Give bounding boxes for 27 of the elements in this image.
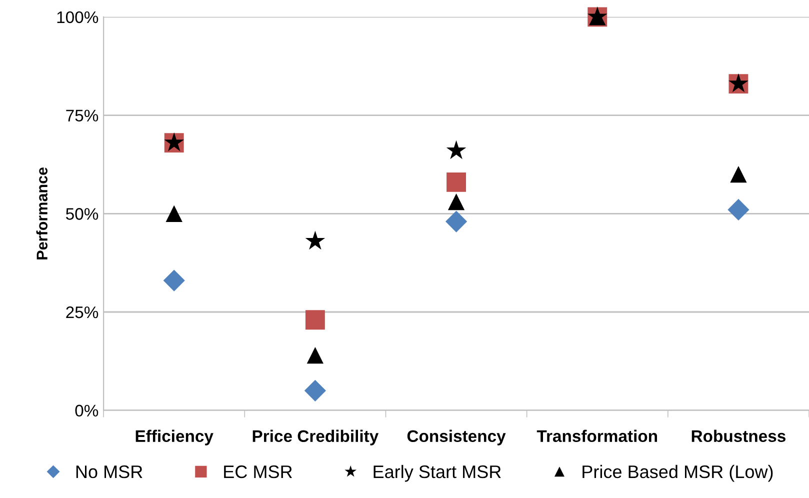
y-tick-label: 100% [57,11,98,24]
point [448,194,465,210]
legend-label: No MSR [76,465,142,478]
x-tick-label: Price Credibility [252,430,379,446]
point [445,210,468,232]
point [305,230,326,250]
y-axis-title: Performance [36,167,48,260]
x-tick-label: Transformation [536,430,657,442]
point [446,140,466,160]
legend-label: EC MSR [224,465,292,478]
point [728,198,750,221]
x-tick-label: Consistency [407,430,506,446]
point [304,380,326,402]
point [305,310,325,330]
point [730,166,747,183]
point [306,346,324,364]
y-tick-label: 75% [66,110,98,122]
y-tick-label: 50% [66,208,98,220]
point [446,172,466,192]
point [163,270,185,292]
legend-label: Price Based MSR (Low) [582,464,773,482]
point [166,205,182,222]
y-tick-label: 25% [66,306,98,318]
x-tick-label: Efficiency [136,430,214,446]
y-tick-label: 0% [75,404,98,417]
legend-label: Early Start MSR [374,464,501,482]
x-tick-label: Robustness [692,430,786,442]
